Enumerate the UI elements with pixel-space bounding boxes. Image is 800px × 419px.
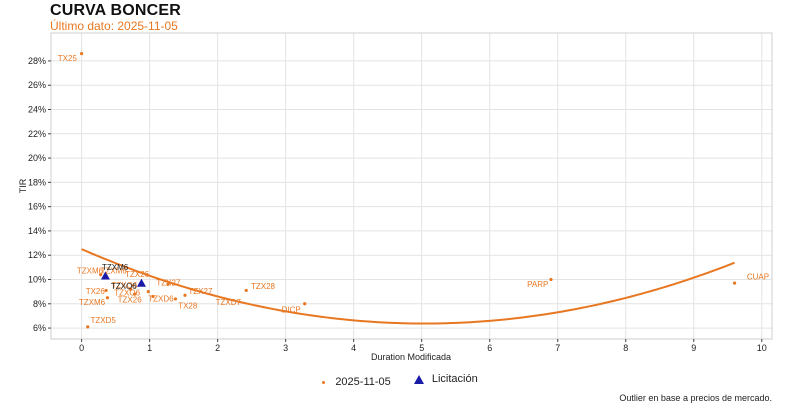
point-label: TZX28: [251, 282, 276, 291]
fit-curve: [81, 248, 735, 325]
y-tick-label: 28%: [28, 56, 46, 66]
point-label: TX25: [58, 54, 78, 63]
axes: 6% 8% 10% 12% 14% 16% 18% 20% 22% 24% 26% 28% 0 1 2 3 4 5…: [28, 32, 773, 353]
legend: 2025-11-05 Licitación: [0, 373, 800, 388]
y-tick-label: 18%: [28, 177, 46, 187]
footnote: Outlier en base a precios de mercado.: [619, 393, 772, 403]
point-label: TZXO6: [112, 281, 138, 290]
point-label: TZXD5: [90, 316, 116, 325]
chart-subtitle: Último dato: 2025-11-05: [50, 19, 178, 33]
x-tick-label: 3: [283, 343, 288, 353]
x-tick-label: 6: [487, 343, 492, 353]
y-axis-label: TIR: [18, 178, 28, 193]
x-tick-label: 0: [79, 343, 84, 353]
point-label: TZXM6: [101, 266, 128, 275]
point-label: TZX26: [125, 270, 150, 279]
market-point: [105, 296, 110, 300]
point-label: TX26: [86, 287, 106, 296]
legend-label-auction: Licitación: [431, 373, 478, 385]
market-point: [133, 292, 137, 296]
x-axis-label: Duration Modificada: [371, 352, 451, 362]
market-point: [166, 282, 170, 286]
x-tick-label: 10: [757, 343, 767, 353]
grid-lines: [51, 33, 772, 339]
x-tick-label: 5: [419, 343, 424, 353]
y-tick-label: 24%: [28, 105, 46, 115]
y-tick-label: 6%: [33, 323, 46, 333]
x-tick-label: 8: [623, 343, 628, 353]
fit-curve-layer: [81, 248, 735, 325]
point-label: TX28: [178, 302, 198, 311]
market-point: [86, 325, 90, 329]
auction-triangle: [100, 271, 110, 280]
point-label: TZX26: [118, 296, 143, 305]
market-point: [549, 277, 553, 282]
y-tick-label: 20%: [28, 153, 46, 163]
x-tick-label: 7: [555, 343, 560, 353]
auction-label: TZXO6: [111, 282, 137, 291]
point-label: TZXO6: [114, 288, 140, 297]
market-point: [303, 302, 307, 306]
y-tick-label: 16%: [28, 202, 46, 212]
market-point: [732, 281, 737, 285]
auction-label: TZXM6: [102, 263, 129, 272]
point-label: PARP: [527, 280, 548, 289]
y-tick-label: 26%: [28, 80, 46, 90]
point-label: TZX27: [156, 279, 181, 288]
point-label: TZXD6: [148, 294, 174, 303]
x-tick-label: 2: [215, 343, 220, 353]
market-point: [244, 288, 248, 293]
market-point: [173, 297, 178, 301]
legend-item-auction: Licitación: [413, 373, 478, 385]
x-tick-label: 9: [691, 343, 696, 353]
data-points: [80, 52, 737, 329]
market-point: [128, 287, 133, 291]
auction-triangle: [136, 278, 146, 287]
point-label: TZX27: [188, 287, 213, 296]
x-tick-label: 1: [147, 343, 152, 353]
market-point: [146, 290, 150, 294]
chart-title: CURVA BONCER: [50, 2, 182, 19]
market-point: [183, 293, 187, 297]
market-point: [99, 273, 103, 277]
y-tick-label: 22%: [28, 129, 46, 139]
market-point: [80, 52, 84, 56]
y-tick-label: 10%: [28, 275, 46, 285]
market-point: [104, 288, 108, 293]
legend-label-market: 2025-11-05: [335, 376, 391, 388]
point-label: TZXM6: [79, 298, 106, 307]
legend-item-market: 2025-11-05: [322, 376, 391, 388]
legend-dot-icon: [322, 380, 326, 384]
market-point: [151, 294, 155, 299]
point-label: DICP: [282, 305, 301, 314]
x-tick-label: 4: [351, 343, 356, 353]
y-tick-label: 8%: [33, 299, 46, 309]
plot-border: [50, 32, 773, 340]
y-tick-label: 12%: [28, 250, 46, 260]
y-tick-label: 14%: [28, 226, 46, 236]
point-label: TZXM6: [77, 266, 104, 275]
point-label: TZXD7: [216, 298, 242, 307]
point-label: CUAP: [747, 273, 769, 282]
legend-triangle-icon: [413, 374, 424, 384]
